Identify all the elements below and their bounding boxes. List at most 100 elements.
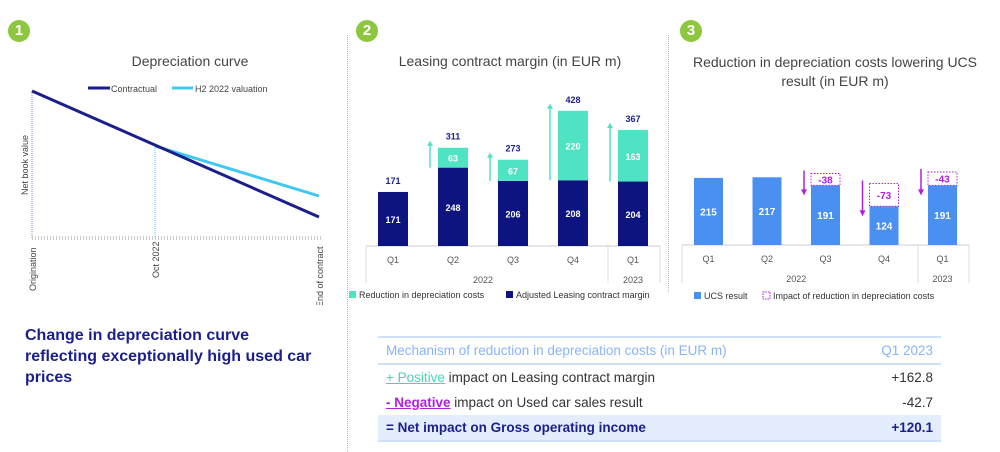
total-label: 311 — [446, 132, 461, 142]
bar-label: 171 — [385, 215, 400, 225]
total-label: 171 — [385, 176, 400, 186]
bar-label: 191 — [817, 211, 834, 222]
total-label: 367 — [625, 114, 640, 124]
x-tick-oct-2022: Oct 2022 — [151, 241, 161, 278]
x-tick-label: Q3 — [507, 255, 519, 265]
x-tick-label: Q4 — [567, 255, 579, 265]
step-badge-1: 1 — [8, 20, 30, 42]
x-tick-label: Q1 — [387, 255, 399, 265]
year-label: 2023 — [932, 274, 952, 284]
year-label: 2022 — [786, 274, 806, 284]
legend-label: Impact of reduction in depreciation cost… — [773, 291, 935, 301]
bar-label: 163 — [625, 152, 640, 162]
bar-label: 215 — [700, 207, 717, 218]
bar-depreciation-reduction — [558, 110, 588, 181]
bar-adjusted-margin — [558, 180, 588, 246]
x-tick-label: Q3 — [819, 254, 831, 264]
bar-ucs-result — [869, 206, 899, 245]
divider — [347, 35, 348, 452]
x-tick-label: Q1 — [627, 255, 639, 265]
depreciation-chart: Contractual H2 2022 valuation Net book v… — [20, 84, 325, 305]
legend-label: Adjusted Leasing contract margin — [516, 290, 650, 300]
impact-box — [810, 173, 841, 186]
arrow-head-icon — [801, 189, 807, 196]
positive-tag: + Positive — [386, 370, 445, 385]
impact-box — [869, 183, 899, 207]
legend-swatch — [506, 291, 513, 298]
bar-label: 124 — [876, 222, 893, 233]
bar-label: 208 — [565, 209, 580, 219]
legend-contractual: Contractual — [111, 84, 157, 94]
total-label: 428 — [565, 95, 580, 105]
bar-ucs-result — [811, 185, 840, 245]
negative-tag: - Negative — [386, 395, 451, 410]
row-label: impact on Leasing contract margin — [444, 370, 656, 385]
impact-label: -73 — [877, 191, 892, 202]
step-badge-3: 3 — [680, 20, 702, 42]
bar-label: 206 — [505, 209, 520, 219]
row-value: +120.1 — [851, 415, 941, 442]
bar-label: 67 — [508, 166, 518, 176]
ucs-chart-title: Reduction in depreciation costs lowering… — [692, 54, 978, 89]
step-badge-2: 2 — [356, 20, 378, 42]
x-tick-label: Q1 — [936, 254, 948, 264]
contractual-line — [31, 89, 320, 219]
row-value: -42.7 — [902, 395, 933, 410]
bar-label: 217 — [759, 207, 776, 218]
arrow-head-icon — [607, 123, 613, 129]
legend-label: UCS result — [704, 291, 748, 301]
ucs-chart: Q1 Q2 Q3 Q4 Q1 2022 2023 215 217 191 -38 124 -73 191 -… — [681, 168, 970, 301]
leasing-chart-title: Leasing contract margin (in EUR m) — [398, 53, 622, 69]
legend-h2: H2 2022 valuation — [195, 84, 268, 94]
bar-ucs-result — [694, 177, 723, 245]
divider — [668, 35, 669, 292]
x-tick-label: Q2 — [447, 255, 459, 265]
mechanism-table: Mechanism of reduction in depreciation c… — [378, 336, 941, 442]
bar-adjusted-margin — [498, 180, 528, 246]
arrow-head-icon — [547, 103, 553, 109]
leasing-margin-chart: Q1 Q2 Q3 Q4 Q1 2022 2023 171 171 248 63 311 206 67 273… — [349, 95, 661, 300]
bar-adjusted-margin — [438, 167, 468, 246]
x-tick-origination: Origination — [28, 247, 38, 291]
year-label: 2023 — [623, 275, 643, 285]
bar-ucs-result — [752, 177, 782, 245]
bar-label: 220 — [565, 142, 580, 152]
legend-label: Reduction in depreciation costs — [359, 290, 485, 300]
bar-depreciation-reduction — [498, 159, 528, 181]
depreciation-chart-title: Depreciation curve — [131, 53, 249, 69]
bar-depreciation-reduction — [618, 130, 648, 182]
row-label: = Net impact on Gross operating income — [378, 415, 852, 442]
impact-box — [927, 171, 958, 186]
table-row: - Negative impact on Used car sales resu… — [378, 390, 941, 415]
bar-label: 248 — [445, 203, 460, 213]
x-tick-label: Q1 — [702, 254, 714, 264]
arrow-head-icon — [427, 140, 433, 146]
x-tick-label: Q2 — [761, 254, 773, 264]
legend-swatch — [694, 292, 701, 299]
table-header-label: Mechanism of reduction in depreciation c… — [378, 336, 852, 365]
arrow-head-icon — [487, 152, 493, 158]
year-label: 2022 — [473, 275, 493, 285]
arrow-head-icon — [918, 189, 924, 196]
table-row: + Positive impact on Leasing contract ma… — [378, 364, 941, 390]
impact-label: -38 — [818, 175, 833, 186]
arrow-head-icon — [859, 210, 866, 217]
bar-label: 63 — [448, 154, 458, 164]
total-label: 273 — [505, 144, 520, 154]
depreciation-note: Change in depreciation curve reflecting … — [25, 327, 312, 386]
table-header-period: Q1 2023 — [851, 336, 941, 365]
bar-label: 191 — [934, 211, 951, 222]
bar-label: 204 — [625, 210, 640, 220]
y-axis-label: Net book value — [20, 135, 30, 195]
x-tick-label: Q4 — [878, 254, 890, 264]
legend-swatch — [762, 291, 771, 300]
bar-adjusted-margin — [618, 181, 648, 246]
table-row: = Net impact on Gross operating income +1… — [378, 415, 941, 442]
x-tick-end-of-contract: End of contract — [315, 246, 325, 305]
impact-label: -43 — [935, 175, 950, 186]
bar-ucs-result — [928, 185, 957, 245]
h2-valuation-line — [154, 144, 320, 198]
bar-adjusted-margin — [378, 191, 408, 246]
legend-swatch — [349, 291, 356, 298]
row-value: +162.8 — [891, 370, 933, 385]
